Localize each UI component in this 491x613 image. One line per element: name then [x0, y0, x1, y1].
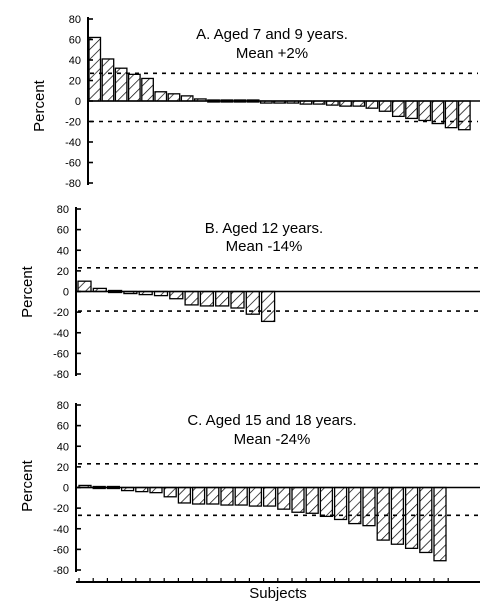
panel-c-ytick-label: 80 — [57, 400, 69, 412]
panel-c-title: C. Aged 15 and 18 years. — [187, 412, 356, 429]
panel-b-ylabel: Percent — [19, 265, 36, 318]
panel-a-subtitle: Mean +2% — [236, 45, 308, 62]
panel-a-ylabel: Percent — [31, 79, 48, 132]
panel-a-bar — [167, 93, 181, 102]
panel-b-ytick-label: 40 — [57, 245, 69, 257]
panel-a-bar — [457, 100, 471, 131]
panel-b-ytick-label: -40 — [53, 328, 69, 340]
panel-c-bar — [220, 486, 234, 506]
panel-b-bar — [199, 290, 215, 307]
panel-b-subtitle: Mean -14% — [226, 238, 303, 255]
panel-a-bar — [127, 73, 141, 102]
panel-c-ytick-label: -20 — [53, 503, 69, 515]
panel-a-ytick-label: 60 — [69, 35, 81, 47]
panel-a-bar — [391, 100, 405, 118]
panel-a-ytick-label: -20 — [65, 117, 81, 129]
panel-b-ytick-label: 80 — [57, 204, 69, 216]
panel-a-bar — [101, 58, 115, 102]
panel-b-bar — [77, 280, 92, 293]
panel-b: Percent B. Aged 12 years. Mean -14% 80 60… — [19, 204, 480, 381]
panel-c-ytick-label: -40 — [53, 524, 69, 536]
panel-b-bar — [184, 290, 199, 306]
panel-b-ytick-label: -80 — [53, 369, 69, 381]
panel-b-title: B. Aged 12 years. — [205, 220, 323, 237]
panel-c-bar — [376, 486, 390, 541]
panel-c-bar — [163, 486, 177, 498]
panel-b-ytick-label: 0 — [63, 287, 69, 299]
panel-c-bar — [362, 486, 376, 527]
panel-c-x-axis — [76, 578, 480, 583]
panel-c-bar — [234, 486, 248, 506]
panel-c-bar — [248, 486, 263, 507]
panel-c-subtitle: Mean -24% — [234, 431, 311, 448]
x-axis-label: Subjects — [249, 585, 307, 602]
panel-c-bar — [390, 486, 405, 545]
panel-a-ytick-label: -40 — [65, 137, 81, 149]
panel-a-bar — [444, 100, 458, 129]
panel-a-bar — [88, 36, 102, 102]
panel-a-bar — [114, 67, 128, 102]
panel-b-bar — [245, 290, 260, 315]
panel-a-bar — [365, 100, 379, 109]
panel-b-bars — [77, 280, 276, 323]
panel-c-ylabel: Percent — [19, 459, 36, 512]
panel-c-bar — [191, 486, 206, 505]
panel-a-ytick-label: 80 — [69, 14, 81, 26]
panel-c-bar — [262, 486, 277, 507]
panel-b-bar — [260, 290, 276, 323]
panel-b-ytick-label: 60 — [57, 225, 69, 237]
panel-c-ytick-label: -60 — [53, 544, 69, 556]
panel-a-ytick-label: -80 — [65, 178, 81, 190]
panel-a-bar — [431, 100, 445, 125]
panel-a-ytick-label: -60 — [65, 158, 81, 170]
panel-c-bars — [78, 484, 447, 562]
panel-a: Percent A. Aged 7 and 9 years. Mean +2% … — [31, 14, 480, 190]
panel-b-ytick-label: -20 — [53, 307, 69, 319]
panel-c-bar — [305, 486, 319, 514]
panel-a-title: A. Aged 7 and 9 years. — [196, 26, 348, 43]
panel-c-ytick-label: 40 — [57, 441, 69, 453]
panel-a-ytick-label: 0 — [75, 96, 81, 108]
panel-c-ytick-label: 20 — [57, 462, 69, 474]
panel-c-bar — [333, 486, 348, 521]
panel-a-ytick-label: 40 — [69, 55, 81, 67]
panel-c-bar — [206, 486, 220, 505]
panel-c-bar — [348, 486, 362, 525]
panel-b-ytick-label: -60 — [53, 348, 69, 360]
panel-b-bar — [169, 290, 184, 300]
panel-a-y-axis: 80 60 40 20 0 -20 -40 -60 -80 — [65, 14, 93, 190]
panel-b-bar — [230, 290, 245, 309]
panel-c-bar — [319, 486, 334, 518]
panel-c: Percent C. Aged 15 and 18 years. Mean -2… — [19, 400, 480, 583]
panel-b-y-axis: 80 60 40 20 0 -20 -40 -60 -80 — [53, 204, 81, 381]
panel-a-bar — [141, 77, 154, 102]
panel-b-ytick-label: 20 — [57, 266, 69, 278]
panel-a-ytick-label: 20 — [69, 76, 81, 88]
panel-c-bar — [277, 486, 291, 510]
panel-a-bars — [88, 36, 471, 131]
panel-c-y-axis: 80 60 40 20 0 -20 -40 -60 -80 — [53, 400, 81, 577]
panel-c-ytick-label: 60 — [57, 421, 69, 433]
panel-a-bar — [405, 100, 418, 120]
panel-c-bar — [291, 486, 305, 513]
panel-c-bar — [419, 486, 433, 554]
panel-c-ytick-label: -80 — [53, 565, 69, 577]
panel-c-bar — [404, 486, 419, 549]
panel-c-ytick-label: 0 — [63, 483, 69, 495]
panel-c-bar — [177, 486, 192, 504]
panel-c-bar — [433, 486, 447, 562]
panel-b-bar — [215, 290, 230, 307]
panel-a-bar — [154, 91, 168, 102]
panel-a-bar — [378, 100, 392, 112]
panel-a-bar — [418, 100, 432, 122]
